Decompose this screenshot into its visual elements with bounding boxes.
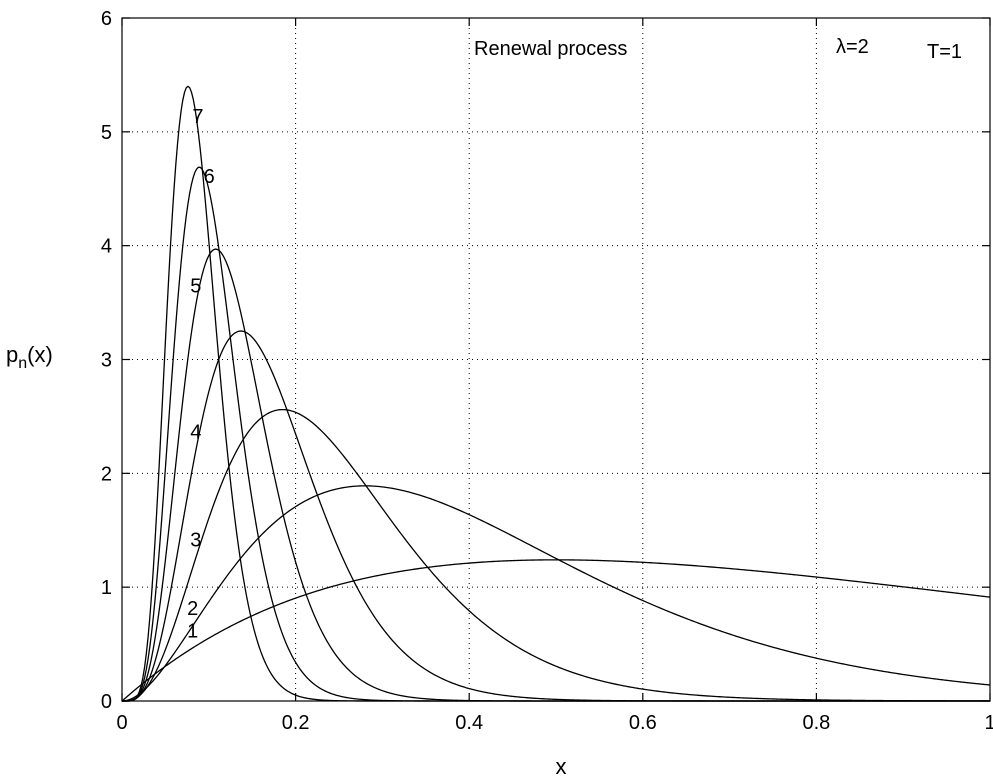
x-tick-label: 0.6 <box>629 712 657 734</box>
series-label-7: 7 <box>192 106 203 128</box>
series-labels: 12 3 4 5 6 7 <box>187 106 215 643</box>
y-axis-label-suffix: (x) <box>27 342 53 367</box>
x-tick-label: 0.2 <box>282 712 310 734</box>
series-line-5 <box>122 248 990 702</box>
y-axis-label: pn(x) <box>6 342 53 372</box>
axis-ticks <box>121 17 991 702</box>
series-line-4 <box>122 330 990 702</box>
series-line-1 <box>121 559 991 702</box>
grid-lines <box>122 18 990 701</box>
y-axis-label-main: p <box>6 342 18 367</box>
y-tick-label: 2 <box>101 463 112 485</box>
y-tick-label: 6 <box>101 8 112 30</box>
series-label-5: 5 <box>190 276 201 298</box>
series-line-2 <box>121 485 991 702</box>
y-tick-label: 4 <box>101 236 112 258</box>
x-tick-label: 0 <box>116 712 127 734</box>
series-line-7 <box>122 85 990 702</box>
series-lines <box>121 85 991 702</box>
x-tick-label: 0.8 <box>802 712 830 734</box>
x-tick-label: 0.4 <box>455 712 483 734</box>
y-tick-label: 0 <box>101 691 112 713</box>
x-tick-label: 1 <box>984 712 993 734</box>
annotation-process: Renewal process <box>474 38 627 60</box>
series-label-1: 1 <box>187 621 198 643</box>
y-tick-label: 5 <box>101 122 112 144</box>
series-label-4: 4 <box>190 422 201 444</box>
series-label-6: 6 <box>204 166 215 188</box>
y-axis-label-subscript: n <box>18 355 27 372</box>
annotation-T: T=1 <box>927 41 962 63</box>
series-line-3 <box>121 408 991 702</box>
y-tick-label: 3 <box>101 350 112 372</box>
series-label-3: 3 <box>190 530 201 552</box>
annotation-lambda: λ=2 <box>836 36 869 58</box>
series-label-2: 2 <box>187 598 198 620</box>
x-axis-label: x <box>556 754 567 779</box>
y-tick-label: 1 <box>101 577 112 599</box>
